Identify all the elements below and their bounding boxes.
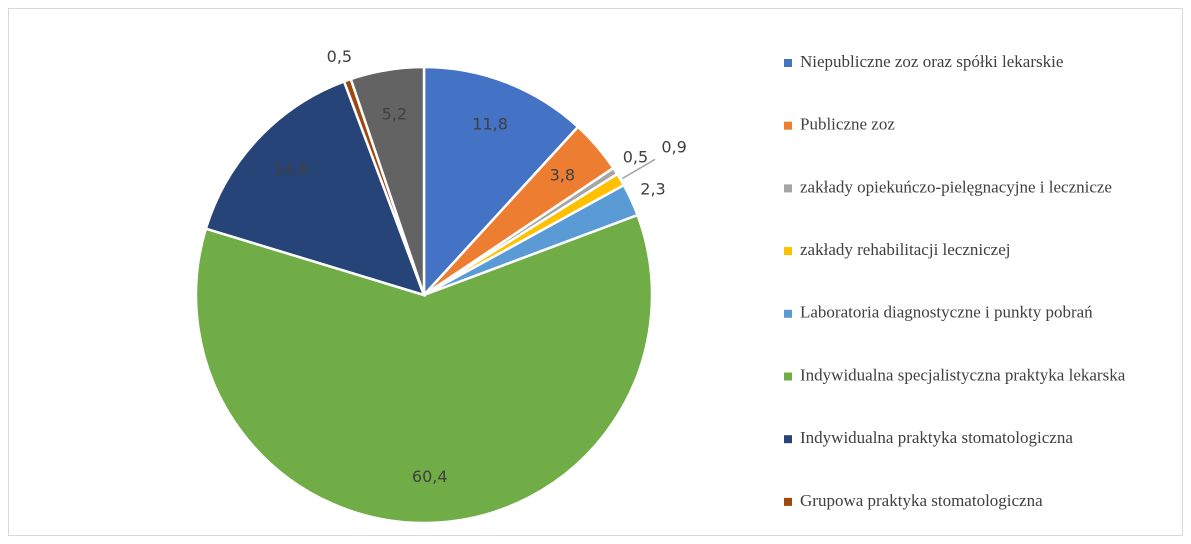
legend-marker — [784, 372, 792, 381]
legend-label: zakłady opiekuńczo-pielęgnacyjne i leczn… — [800, 177, 1112, 196]
pie-slice — [349, 65, 426, 296]
data-label: 2,3 — [640, 179, 665, 198]
pie-slice — [194, 213, 654, 525]
leader-line — [621, 158, 656, 180]
data-label: 14,6 — [273, 160, 309, 179]
legend-marker — [784, 184, 792, 193]
data-label: 0,5 — [327, 47, 352, 66]
data-label: 0,9 — [661, 138, 686, 157]
legend-marker — [784, 59, 792, 67]
legend-marker — [784, 435, 792, 444]
data-label: 5,2 — [382, 105, 407, 124]
legend-marker — [784, 309, 792, 318]
legend-label: Indywidualna praktyka stomatologiczna — [800, 428, 1073, 447]
pie-slice — [422, 65, 580, 299]
pie-slice — [204, 79, 427, 297]
data-label: 3,8 — [550, 166, 575, 185]
legend-marker — [784, 497, 792, 506]
legend-label: zakłady rehabilitacji leczniczej — [800, 240, 1010, 259]
data-label: 60,4 — [412, 467, 448, 486]
data-label: 0,5 — [623, 147, 648, 166]
legend-label: Publiczne zoz — [800, 115, 895, 134]
legend-marker — [784, 247, 792, 256]
legend-label: Grupowa praktyka stomatologiczna — [800, 491, 1043, 510]
legend-label: Niepubliczne zoz oraz spółki lekarskie — [800, 52, 1063, 71]
data-label: 11,8 — [472, 114, 508, 133]
legend-label: Indywidualna specjalistyczna praktyka le… — [800, 365, 1126, 384]
legend-label: Laboratoria diagnostyczne i punkty pobra… — [800, 303, 1093, 322]
legend-marker — [784, 121, 792, 130]
